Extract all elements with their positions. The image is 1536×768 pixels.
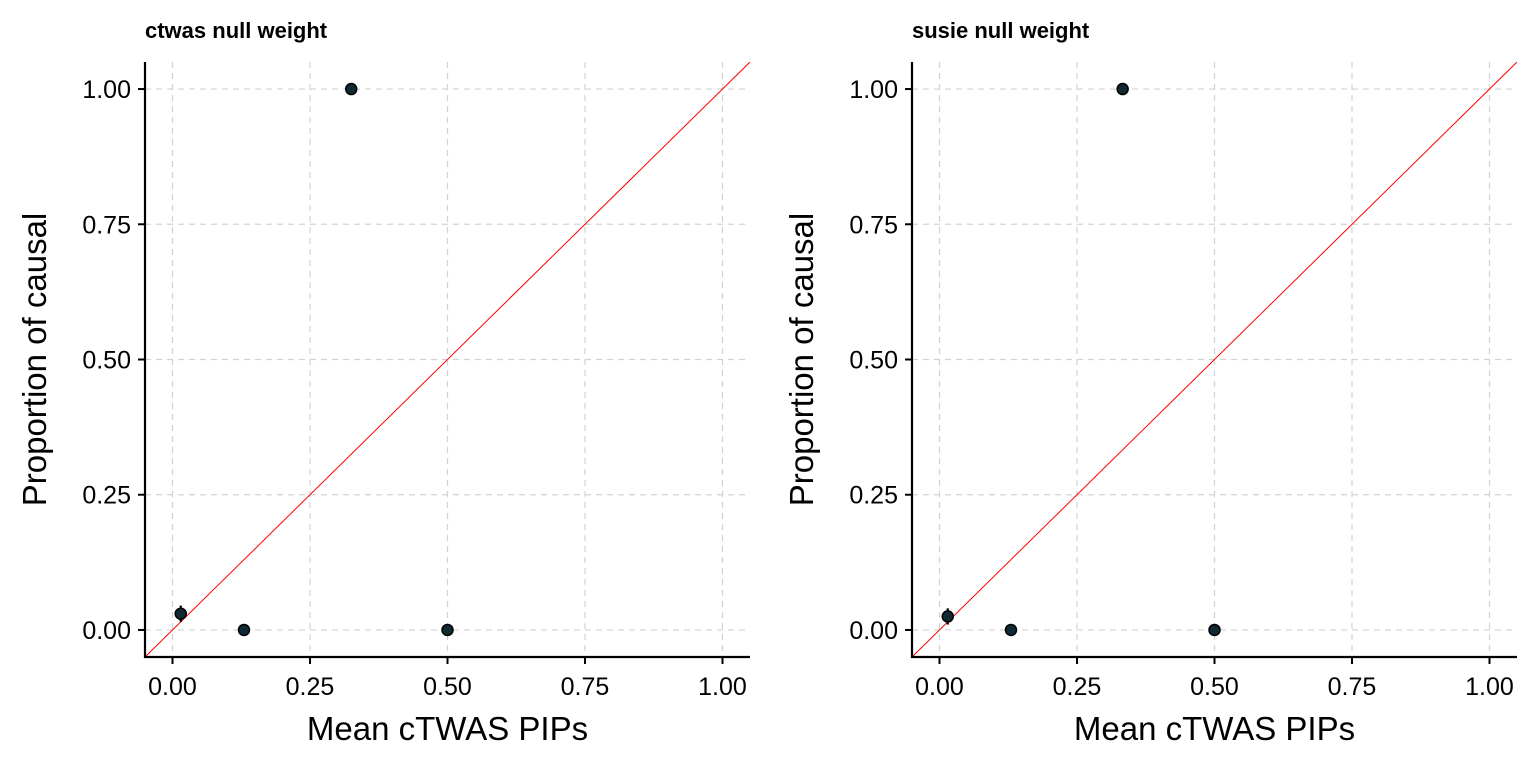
x-axis-title: Mean cTWAS PIPs [1074,710,1355,747]
x-tick-label-2: 0.50 [423,673,472,701]
x-tick-label-4: 1.00 [1465,673,1514,701]
panel-title: ctwas null weight [145,18,328,43]
y-tick-label-4: 1.00 [82,76,131,104]
y-axis-title: Proportion of causal [783,213,820,507]
y-axis-title: Proportion of causal [16,213,53,507]
x-tick-label-0: 0.00 [148,673,197,701]
y-tick-label-1: 0.25 [849,482,898,510]
x-tick-label-2: 0.50 [1190,673,1239,701]
y-tick-label-0: 0.00 [849,617,898,645]
data-point-0 [941,610,954,623]
y-tick-label-0: 0.00 [82,617,131,645]
panel-title: susie null weight [912,18,1090,43]
data-point-1 [1004,623,1018,637]
x-tick-label-1: 0.25 [286,673,335,701]
panel-2: 0.00 0.25 0.50 0.75 1.00 0.00 0.25 0.50 0.75 1.00… [783,18,1517,747]
y-tick-label-4: 1.00 [849,76,898,104]
reference-line [145,62,750,657]
data-point-2 [1116,82,1129,96]
y-tick-label-1: 0.25 [82,482,131,510]
x-tick-label-3: 0.75 [561,673,610,701]
panel-1: 0.00 0.25 0.50 0.75 1.00 0.00 0.25 0.50 0.75 1.00… [16,18,750,747]
x-tick-label-3: 0.75 [1328,673,1377,701]
y-tick-label-2: 0.50 [849,347,898,375]
x-tick-label-0: 0.00 [915,673,964,701]
y-tick-label-3: 0.75 [82,211,131,239]
data-point-3 [1208,623,1221,637]
x-axis-title: Mean cTWAS PIPs [307,710,588,747]
y-tick-label-2: 0.50 [82,347,131,375]
x-tick-label-1: 0.25 [1053,673,1102,701]
data-point-2 [345,82,358,96]
data-point-1 [237,623,251,637]
reference-line [912,62,1517,657]
data-point-0 [174,607,187,620]
y-tick-label-3: 0.75 [849,211,898,239]
x-tick-label-4: 1.00 [698,673,747,701]
data-point-3 [441,623,454,637]
